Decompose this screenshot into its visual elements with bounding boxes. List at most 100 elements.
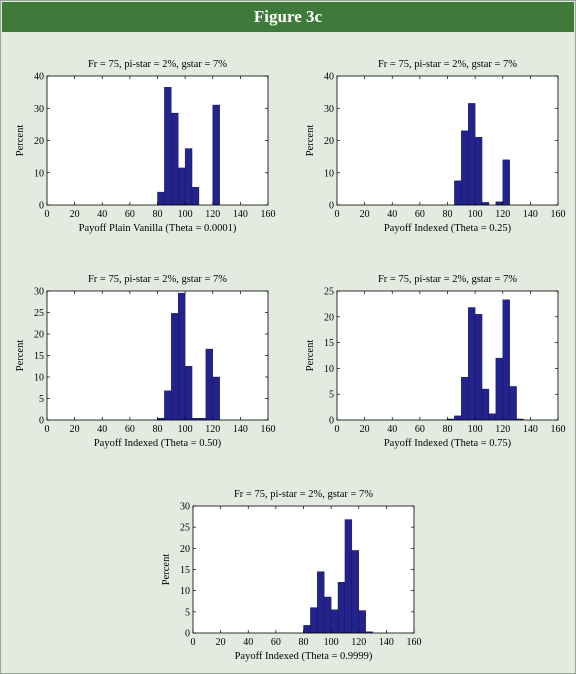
y-tick-label: 20 [324, 136, 334, 147]
y-tick-label: 25 [324, 287, 334, 298]
histogram-panel-5: 0 20 40 60 80 100 120 140 160 0 5 10 15 20 25 30 Fr = 75… [161, 489, 422, 662]
y-tick-label: 40 [324, 72, 334, 83]
histogram-bar [337, 582, 346, 634]
histogram-bar [184, 148, 193, 206]
histogram-bar [461, 376, 469, 421]
histogram-bar [303, 625, 311, 634]
x-tick-label: 100 [178, 424, 193, 435]
histogram-bar [212, 376, 220, 421]
x-axis-label: Payoff Plain Vanilla (Theta = 0.0001) [79, 223, 237, 234]
histogram-bar [344, 519, 353, 634]
figure-title: Figure 3c [253, 7, 323, 26]
x-axis-label: Payoff Indexed (Theta = 0.50) [94, 438, 222, 449]
x-tick-label: 60 [271, 637, 281, 648]
y-tick-label: 25 [180, 523, 190, 534]
x-tick-label: 140 [233, 209, 248, 220]
x-tick-label: 60 [125, 209, 135, 220]
y-tick-label: 0 [329, 416, 334, 427]
x-tick-label: 160 [551, 209, 566, 220]
y-tick-label: 20 [324, 312, 334, 323]
x-tick-label: 40 [387, 209, 397, 220]
y-tick-label: 30 [324, 104, 334, 115]
y-tick-label: 5 [329, 390, 334, 401]
y-tick-label: 20 [34, 330, 44, 341]
axes-background [337, 291, 558, 420]
x-tick-label: 160 [551, 424, 566, 435]
chart-title: Fr = 75, pi-star = 2%, gstar = 7% [88, 274, 227, 285]
x-tick-label: 100 [324, 637, 339, 648]
histogram-bar [324, 596, 332, 634]
x-tick-label: 140 [523, 209, 538, 220]
x-tick-label: 140 [379, 637, 394, 648]
y-tick-label: 15 [324, 338, 334, 349]
x-tick-label: 100 [178, 209, 193, 220]
histogram-bar [317, 571, 325, 634]
histogram-bar [178, 292, 186, 421]
histogram-bar [164, 87, 172, 206]
histogram-bar [178, 167, 186, 206]
y-tick-label: 0 [185, 629, 190, 640]
x-tick-label: 60 [125, 424, 135, 435]
histogram-bar [454, 415, 462, 421]
y-axis-label: Percent [15, 340, 26, 372]
x-tick-label: 160 [407, 637, 422, 648]
histogram-bar [502, 299, 510, 421]
y-axis-label: Percent [161, 554, 172, 586]
y-axis-label: Percent [305, 340, 316, 372]
histogram-bar [495, 201, 503, 206]
x-tick-label: 120 [495, 209, 510, 220]
x-axis-label: Payoff Indexed (Theta = 0.75) [384, 438, 512, 449]
axes-background [193, 506, 414, 633]
axes-background [47, 76, 268, 205]
histogram-bar [157, 191, 165, 206]
x-tick-label: 80 [299, 637, 309, 648]
x-tick-label: 100 [468, 424, 483, 435]
x-tick-label: 0 [45, 424, 50, 435]
x-tick-label: 60 [415, 424, 425, 435]
x-tick-label: 100 [468, 209, 483, 220]
y-tick-label: 40 [34, 72, 44, 83]
histogram-bar [474, 137, 483, 206]
x-tick-label: 40 [243, 637, 253, 648]
x-tick-label: 120 [205, 209, 220, 220]
x-tick-label: 40 [97, 209, 107, 220]
y-tick-label: 30 [180, 502, 190, 513]
x-tick-label: 0 [335, 424, 340, 435]
x-tick-label: 160 [261, 209, 276, 220]
figure-banner: Figure 3c [2, 2, 574, 32]
histogram-bar [468, 307, 476, 421]
histogram-bar [488, 413, 497, 421]
x-tick-label: 20 [360, 209, 370, 220]
histogram-bar [481, 388, 490, 421]
histogram-bar [474, 314, 483, 421]
axes-background [337, 76, 558, 205]
histogram-bar [495, 357, 503, 421]
axes-background [47, 291, 268, 420]
y-tick-label: 10 [324, 364, 334, 375]
x-tick-label: 160 [261, 424, 276, 435]
y-axis-label: Percent [305, 125, 316, 157]
x-axis-label: Payoff Indexed (Theta = 0.25) [384, 223, 512, 234]
y-axis-label: Percent [15, 125, 26, 157]
y-tick-label: 10 [324, 168, 334, 179]
x-tick-label: 80 [443, 209, 453, 220]
x-tick-label: 0 [45, 209, 50, 220]
histogram-bar [454, 180, 462, 206]
histogram-bar [171, 313, 179, 421]
x-tick-label: 40 [97, 424, 107, 435]
x-tick-label: 140 [233, 424, 248, 435]
histogram-bar [184, 366, 193, 421]
y-tick-label: 10 [34, 373, 44, 384]
y-tick-label: 30 [34, 104, 44, 115]
x-tick-label: 20 [70, 424, 80, 435]
histogram-bar [461, 130, 469, 206]
histogram-panel-4: 0 20 40 60 80 100 120 140 160 0 5 10 15 20 25 Fr = 75, … [305, 274, 566, 449]
y-tick-label: 0 [329, 201, 334, 212]
x-axis-label: Payoff Indexed (Theta = 0.9999) [235, 651, 373, 662]
x-tick-label: 20 [216, 637, 226, 648]
y-tick-label: 15 [34, 351, 44, 362]
x-tick-label: 0 [335, 209, 340, 220]
histogram-bar [171, 112, 179, 206]
chart-title: Fr = 75, pi-star = 2%, gstar = 7% [234, 489, 373, 500]
x-tick-label: 140 [523, 424, 538, 435]
